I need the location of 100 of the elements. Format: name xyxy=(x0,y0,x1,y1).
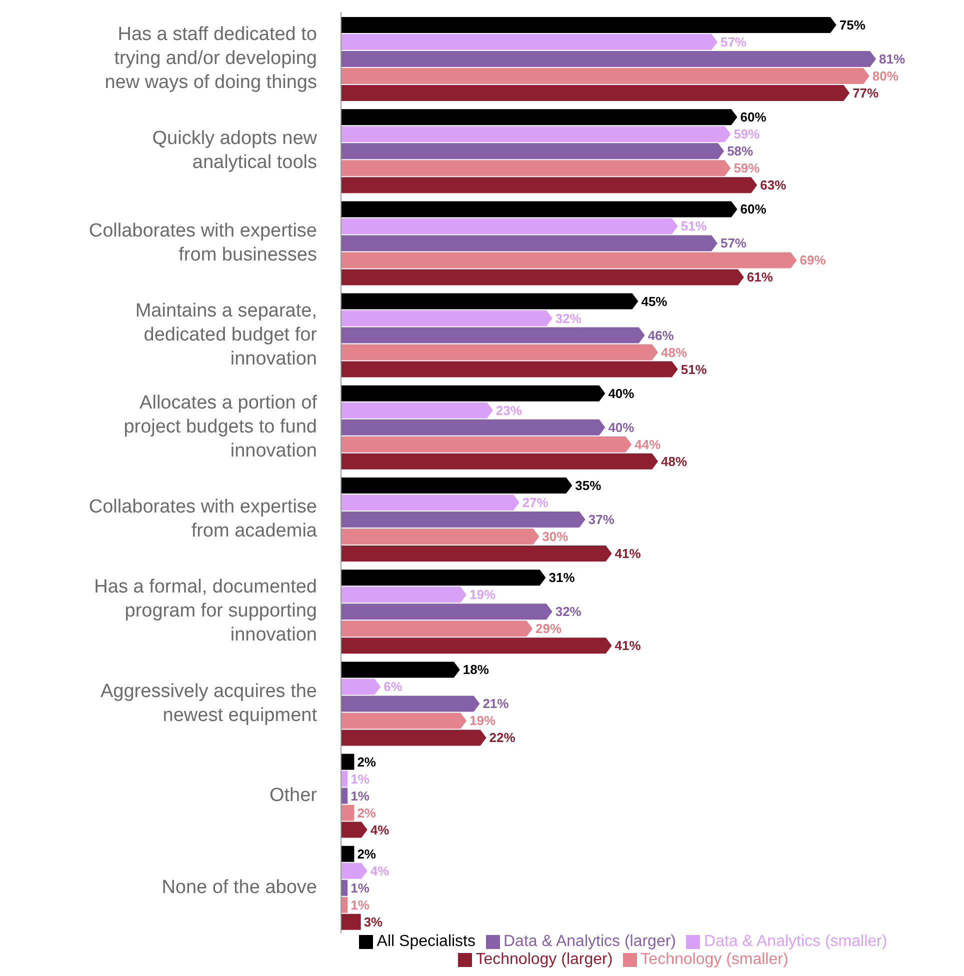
data-label: 51% xyxy=(680,218,708,234)
data-label: 29% xyxy=(536,621,562,636)
data-label: 75% xyxy=(839,18,866,32)
data-label: 37% xyxy=(588,512,615,527)
data-label: 3% xyxy=(364,914,384,930)
bar xyxy=(341,696,480,712)
data-label: 1% xyxy=(350,771,370,786)
bar xyxy=(341,419,606,436)
bar xyxy=(341,570,546,586)
data-label: 22% xyxy=(489,730,516,746)
data-label: 41% xyxy=(614,546,642,561)
bar xyxy=(341,218,678,234)
data-label: 69% xyxy=(800,252,826,268)
legend-label: Data & Analytics (larger) xyxy=(504,933,676,950)
y-tick-label: Has a staff dedicated to trying and/or developing new ways of doing things xyxy=(104,24,317,93)
data-label: 46% xyxy=(648,328,674,343)
y-tick-label: Collaborates with expertise from academia xyxy=(88,496,318,542)
data-label: 59% xyxy=(734,126,760,142)
legend-label: Technology (smaller) xyxy=(640,951,788,968)
data-label: 40% xyxy=(608,420,635,435)
bar xyxy=(341,846,354,862)
bar xyxy=(341,712,466,729)
bar xyxy=(341,804,354,821)
data-label: 4% xyxy=(370,863,390,878)
bar xyxy=(341,344,658,360)
data-label: 80% xyxy=(872,68,899,84)
bar xyxy=(341,402,493,418)
bar xyxy=(341,730,486,746)
bar xyxy=(341,201,738,218)
data-label: 35% xyxy=(575,478,602,493)
data-label: 63% xyxy=(760,178,787,193)
bar xyxy=(341,453,658,470)
bar xyxy=(341,34,718,50)
bar xyxy=(341,620,533,637)
legend-label: Technology (larger) xyxy=(476,951,613,968)
bar xyxy=(341,546,612,562)
y-tick-label: Quickly adopts new analytical tools xyxy=(152,128,318,173)
data-label: 57% xyxy=(720,236,747,251)
data-label: 58% xyxy=(727,144,754,159)
bar xyxy=(341,327,645,344)
data-label: 61% xyxy=(746,270,774,285)
bar xyxy=(341,662,460,678)
data-label: 30% xyxy=(542,529,569,544)
bar xyxy=(341,361,678,378)
bar xyxy=(341,512,586,528)
data-label: 4% xyxy=(370,822,390,838)
bar xyxy=(341,85,850,101)
data-label: 41% xyxy=(614,638,642,654)
data-label: 19% xyxy=(469,587,496,602)
data-label: 81% xyxy=(879,52,906,66)
data-label: 1% xyxy=(350,880,370,896)
data-label: 1% xyxy=(350,788,370,804)
bar xyxy=(341,235,718,252)
bar xyxy=(341,914,361,930)
y-tick-label: None of the above xyxy=(162,876,317,898)
bar xyxy=(341,770,348,787)
bar xyxy=(341,880,348,896)
data-label: 2% xyxy=(357,805,376,820)
legend-label: Data & Analytics (smaller) xyxy=(704,933,888,950)
data-label: 19% xyxy=(469,713,496,728)
data-label: 59% xyxy=(734,160,760,176)
legend-label: All Specialists xyxy=(376,933,476,950)
bar xyxy=(341,586,466,603)
bar xyxy=(341,528,540,544)
bar xyxy=(341,68,870,84)
data-label: 48% xyxy=(661,344,688,360)
bar xyxy=(341,788,348,804)
y-tick-label: Collaborates with expertise from businesses xyxy=(88,220,317,265)
data-label: 44% xyxy=(634,436,662,452)
bar xyxy=(341,896,348,913)
bar xyxy=(341,293,638,310)
bar xyxy=(341,269,744,286)
data-label: 77% xyxy=(852,86,880,100)
data-label: 2% xyxy=(357,754,376,770)
bar xyxy=(341,252,797,268)
bar xyxy=(341,385,606,402)
data-label: 60% xyxy=(740,110,767,125)
data-label: 48% xyxy=(661,454,688,469)
bar xyxy=(341,177,758,194)
bar xyxy=(341,604,552,620)
data-label: 40% xyxy=(608,386,635,401)
data-label: 45% xyxy=(641,294,668,309)
bar xyxy=(341,310,552,326)
data-label: 60% xyxy=(740,202,767,217)
data-label: 32% xyxy=(555,604,582,620)
bar xyxy=(341,51,876,67)
bar xyxy=(341,126,731,142)
bar xyxy=(341,143,724,160)
data-label: 31% xyxy=(548,570,576,586)
bar xyxy=(341,160,731,176)
y-tick-label: Aggressively acquires the newest equipment xyxy=(100,680,318,726)
data-label: 23% xyxy=(496,402,522,418)
data-label: 6% xyxy=(384,679,403,694)
data-label: 51% xyxy=(680,362,708,377)
data-label: 1% xyxy=(350,897,370,912)
y-tick-label: Allocates a portion of project budgets to fund innovation xyxy=(124,392,318,461)
data-label: 2% xyxy=(357,846,376,862)
data-label: 32% xyxy=(555,310,582,326)
y-tick-label: Other xyxy=(269,784,318,806)
bar xyxy=(341,754,354,770)
